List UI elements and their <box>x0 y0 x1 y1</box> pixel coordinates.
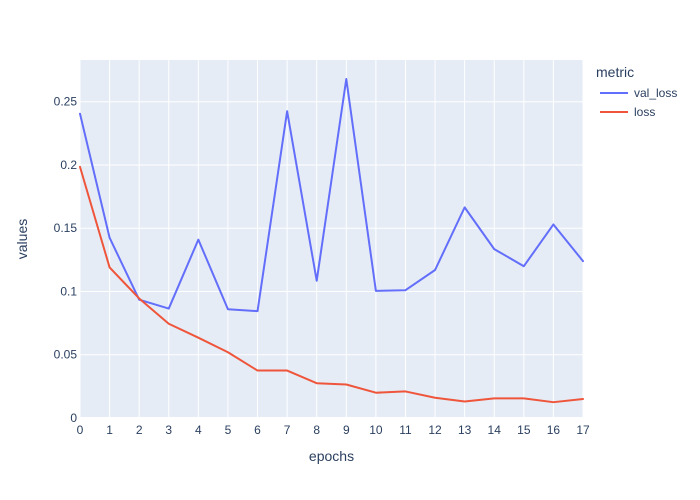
series-lines <box>79 77 584 404</box>
legend-item-val-loss[interactable]: val_loss <box>600 86 677 100</box>
plot-background <box>80 60 583 418</box>
x-tick-label: 3 <box>165 423 172 437</box>
series-line-val-loss[interactable] <box>79 77 584 313</box>
x-axis-title: epochs <box>309 448 354 464</box>
y-tick-label: 0.1 <box>60 284 77 298</box>
x-tick-label: 11 <box>399 423 412 437</box>
series-line-loss[interactable] <box>79 165 584 404</box>
legend-title: metric <box>596 64 634 80</box>
y-tick-label: 0.25 <box>54 95 78 109</box>
x-tick-label: 2 <box>136 423 143 437</box>
y-tick-label: 0.15 <box>54 221 78 235</box>
x-tick-label: 7 <box>284 423 291 437</box>
y-tick-label: 0 <box>70 411 77 425</box>
x-axis-ticks: 0 1 2 3 4 5 6 7 8 9 10 11 12 13 14 15 16 17 <box>77 423 590 437</box>
legend-label: loss <box>634 105 655 119</box>
x-tick-label: 0 <box>77 423 84 437</box>
x-tick-label: 15 <box>517 423 531 437</box>
x-tick-label: 13 <box>458 423 472 437</box>
x-tick-label: 16 <box>547 423 561 437</box>
x-tick-label: 17 <box>576 423 590 437</box>
y-tick-label: 0.05 <box>54 348 78 362</box>
x-tick-label: 6 <box>254 423 261 437</box>
legend-label: val_loss <box>634 86 677 100</box>
x-tick-label: 8 <box>313 423 320 437</box>
y-axis-title: values <box>14 219 30 259</box>
x-tick-label: 1 <box>106 423 113 437</box>
x-tick-label: 5 <box>225 423 232 437</box>
y-tick-label: 0.2 <box>60 158 77 172</box>
x-tick-label: 12 <box>428 423 442 437</box>
legend-item-loss[interactable]: loss <box>600 105 655 119</box>
x-tick-label: 14 <box>488 423 502 437</box>
grid-lines <box>79 60 584 419</box>
x-tick-label: 4 <box>195 423 202 437</box>
x-tick-label: 9 <box>343 423 350 437</box>
x-tick-label: 10 <box>369 423 383 437</box>
y-axis-ticks: 0 0.05 0.1 0.15 0.2 0.25 <box>54 95 78 425</box>
